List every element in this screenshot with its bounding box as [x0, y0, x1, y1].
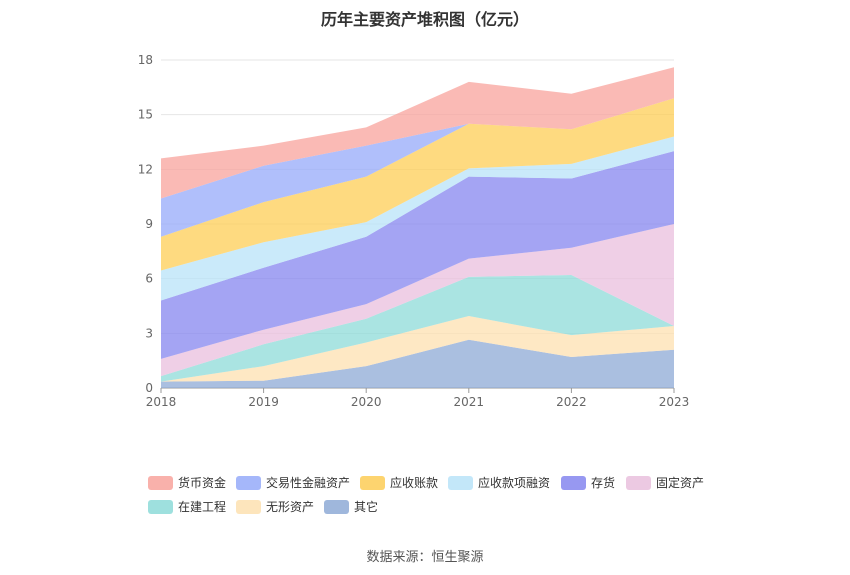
legend-swatch	[236, 499, 261, 514]
legend-swatch	[561, 475, 586, 490]
legend-label: 无形资产	[266, 500, 315, 514]
legend-item[interactable]: 无形资产	[236, 498, 314, 515]
y-tick-label: 9	[145, 217, 153, 231]
x-tick-label: 2019	[248, 395, 279, 409]
x-tick-label: 2023	[659, 395, 690, 409]
area-series-9	[161, 67, 674, 199]
legend-label: 存货	[591, 476, 616, 490]
legend-label: 应收账款	[390, 476, 439, 490]
area-series-6	[161, 136, 674, 301]
legend-swatch	[448, 475, 473, 490]
legend-label: 其它	[354, 500, 379, 514]
legend-swatch	[360, 475, 385, 490]
legend-label: 货币资金	[178, 476, 227, 490]
y-tick-label: 12	[138, 162, 153, 176]
legend-item[interactable]: 固定资产	[626, 474, 704, 491]
area-series-5	[161, 151, 674, 359]
legend-swatch	[148, 499, 173, 514]
legend-label: 交易性金融资产	[266, 476, 351, 490]
x-tick-label: 2018	[146, 395, 177, 409]
x-tick-label: 2021	[454, 395, 485, 409]
data-source: 数据来源：恒生聚源	[366, 550, 484, 565]
legend-swatch	[236, 475, 261, 490]
x-tick-label: 2022	[556, 395, 587, 409]
legend-label: 应收款项融资	[478, 476, 551, 490]
area-series-8	[161, 98, 674, 237]
legend-item[interactable]: 存货	[561, 474, 615, 491]
legend-item[interactable]: 其它	[324, 498, 378, 515]
legend-label: 固定资产	[656, 476, 705, 490]
y-tick-label: 0	[145, 381, 153, 395]
legend-item[interactable]: 在建工程	[148, 498, 226, 515]
area-series-4	[161, 224, 674, 377]
legend-swatch	[626, 475, 651, 490]
y-tick-label: 6	[145, 272, 153, 286]
legend-item[interactable]: 货币资金	[148, 474, 226, 491]
legend-swatch	[148, 475, 173, 490]
legend-item[interactable]: 应收账款	[360, 474, 438, 491]
legend-label: 在建工程	[178, 500, 227, 514]
y-tick-label: 18	[138, 53, 153, 67]
y-tick-label: 15	[138, 108, 153, 122]
area-series-1	[161, 339, 674, 388]
legend-item[interactable]: 应收款项融资	[448, 474, 550, 491]
chart-title: 历年主要资产堆积图（亿元）	[320, 10, 529, 29]
area-series-3	[161, 275, 674, 382]
area-series-7	[161, 98, 674, 271]
legend-swatch	[324, 499, 349, 514]
x-tick-label: 2020	[351, 395, 382, 409]
area-series-2	[161, 316, 674, 382]
legend-item[interactable]: 交易性金融资产	[236, 474, 350, 491]
y-tick-label: 3	[145, 326, 153, 340]
